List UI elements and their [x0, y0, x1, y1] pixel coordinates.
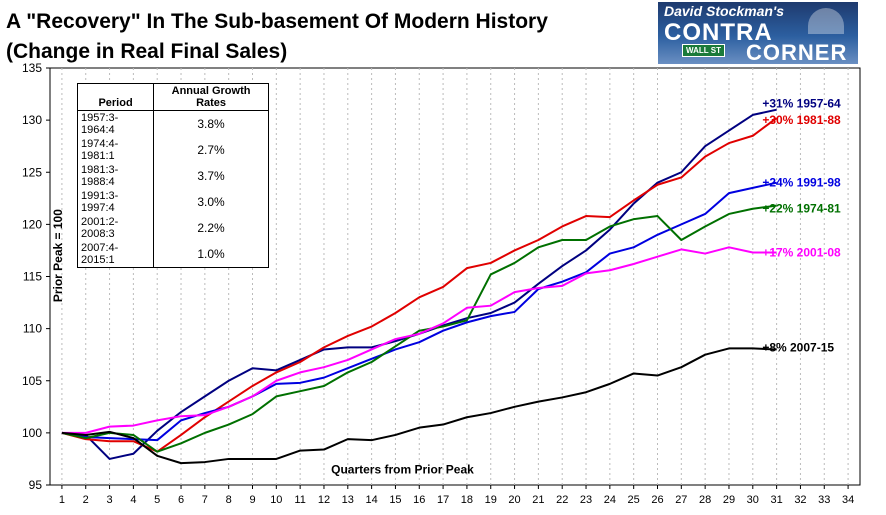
- y-tick-label: 95: [29, 478, 43, 492]
- x-tick-label: 32: [794, 494, 806, 506]
- x-tick-label: 20: [508, 494, 520, 506]
- x-tick-label: 2: [83, 494, 89, 506]
- series-line: [61, 204, 777, 453]
- x-tick-label: 27: [675, 494, 687, 506]
- x-tick-label: 23: [580, 494, 592, 506]
- series-label: +8% 2007-15: [762, 340, 834, 354]
- table-cell-period: 1957:3-1964:4: [81, 112, 119, 136]
- x-tick-label: 22: [556, 494, 568, 506]
- x-tick-label: 33: [818, 494, 830, 506]
- table-cell-period: 1991:3-1997:4: [81, 190, 119, 214]
- x-tick-label: 5: [154, 494, 160, 506]
- table-cell-rate: 3.7%: [153, 163, 268, 189]
- capitol-dome-icon: [808, 8, 844, 34]
- growth-rate-table: Period Annual Growth Rates 1957:3-1964:4…: [77, 83, 269, 268]
- y-tick-label: 125: [22, 165, 42, 179]
- y-tick-label: 100: [22, 426, 42, 440]
- x-tick-label: 34: [842, 494, 854, 506]
- table-cell-period: 1981:3-1988:4: [81, 164, 119, 188]
- x-tick-label: 12: [318, 494, 330, 506]
- x-tick-label: 11: [294, 494, 305, 506]
- x-tick-label: 8: [226, 494, 232, 506]
- y-tick-label: 110: [23, 322, 42, 336]
- table-cell-rate: 2.2%: [153, 215, 268, 241]
- y-tick-label: 105: [22, 374, 42, 388]
- y-tick-label: 135: [22, 61, 42, 75]
- series-line: [61, 347, 777, 465]
- y-tick-label: 130: [22, 113, 42, 127]
- logo-byline: David Stockman's: [664, 3, 785, 19]
- series-line: [61, 117, 778, 453]
- x-tick-label: 28: [699, 494, 711, 506]
- series-line: [61, 181, 777, 442]
- x-tick-label: 4: [130, 494, 136, 506]
- series-label: +22% 1974-81: [762, 202, 841, 216]
- table-cell-rate: 2.7%: [153, 137, 268, 163]
- x-tick-label: 26: [651, 494, 663, 506]
- table-cell-period: 2001:2-2008:3: [81, 216, 119, 240]
- series-label: +31% 1957-64: [762, 96, 841, 110]
- wall-street-sign-icon: WALL ST: [682, 44, 725, 57]
- x-tick-label: 24: [604, 494, 616, 506]
- x-tick-label: 30: [747, 494, 759, 506]
- x-tick-label: 19: [485, 494, 497, 506]
- x-tick-label: 17: [437, 494, 449, 506]
- table-row: 2001:2-2008:3 2.2%: [78, 215, 268, 241]
- x-tick-label: 29: [723, 494, 735, 506]
- table-header-period: Period: [78, 84, 154, 111]
- series-label: +30% 1981-88: [762, 113, 841, 127]
- x-axis-label: Quarters from Prior Peak: [331, 463, 474, 477]
- x-tick-label: 1: [59, 494, 65, 506]
- table-header-rates: Annual Growth Rates: [153, 84, 268, 111]
- y-tick-label: 115: [23, 270, 42, 284]
- x-tick-label: 3: [106, 494, 112, 506]
- y-tick-label: 120: [22, 217, 42, 231]
- x-tick-label: 18: [461, 494, 473, 506]
- x-tick-label: 9: [249, 494, 255, 506]
- series-label: +17% 2001-08: [762, 246, 841, 260]
- x-tick-label: 14: [365, 494, 377, 506]
- table-cell-rate: 1.0%: [153, 241, 268, 267]
- x-tick-label: 10: [270, 494, 282, 506]
- series-line: [61, 246, 777, 434]
- x-tick-label: 21: [532, 494, 544, 506]
- table-row: 2007:4-2015:1 1.0%: [78, 241, 268, 267]
- x-tick-label: 13: [342, 494, 354, 506]
- contra-corner-logo: David Stockman's CONTRA WALL ST CORNER: [658, 2, 858, 64]
- x-tick-label: 7: [202, 494, 208, 506]
- series-label: +24% 1991-98: [762, 176, 841, 190]
- x-tick-label: 15: [389, 494, 401, 506]
- table-row: 1981:3-1988:4 3.7%: [78, 163, 268, 189]
- table-row: 1957:3-1964:4 3.8%: [78, 110, 268, 137]
- chart-title: A "Recovery" In The Sub-basement Of Mode…: [6, 10, 548, 33]
- x-tick-label: 31: [770, 494, 782, 506]
- table-cell-period: 1974:4-1981:1: [81, 138, 119, 162]
- table-cell-rate: 3.8%: [153, 110, 268, 137]
- x-tick-label: 16: [413, 494, 425, 506]
- logo-word-corner: CORNER: [746, 40, 848, 64]
- x-tick-label: 6: [178, 494, 184, 506]
- table-row: 1991:3-1997:4 3.0%: [78, 189, 268, 215]
- x-tick-label: 25: [628, 494, 640, 506]
- table-cell-period: 2007:4-2015:1: [81, 242, 119, 266]
- table-cell-rate: 3.0%: [153, 189, 268, 215]
- table-row: 1974:4-1981:1 2.7%: [78, 137, 268, 163]
- chart-subtitle: (Change in Real Final Sales): [6, 40, 288, 63]
- y-axis-label: Prior Peak = 100: [51, 209, 65, 302]
- logo-word-contra: CONTRA: [664, 19, 773, 46]
